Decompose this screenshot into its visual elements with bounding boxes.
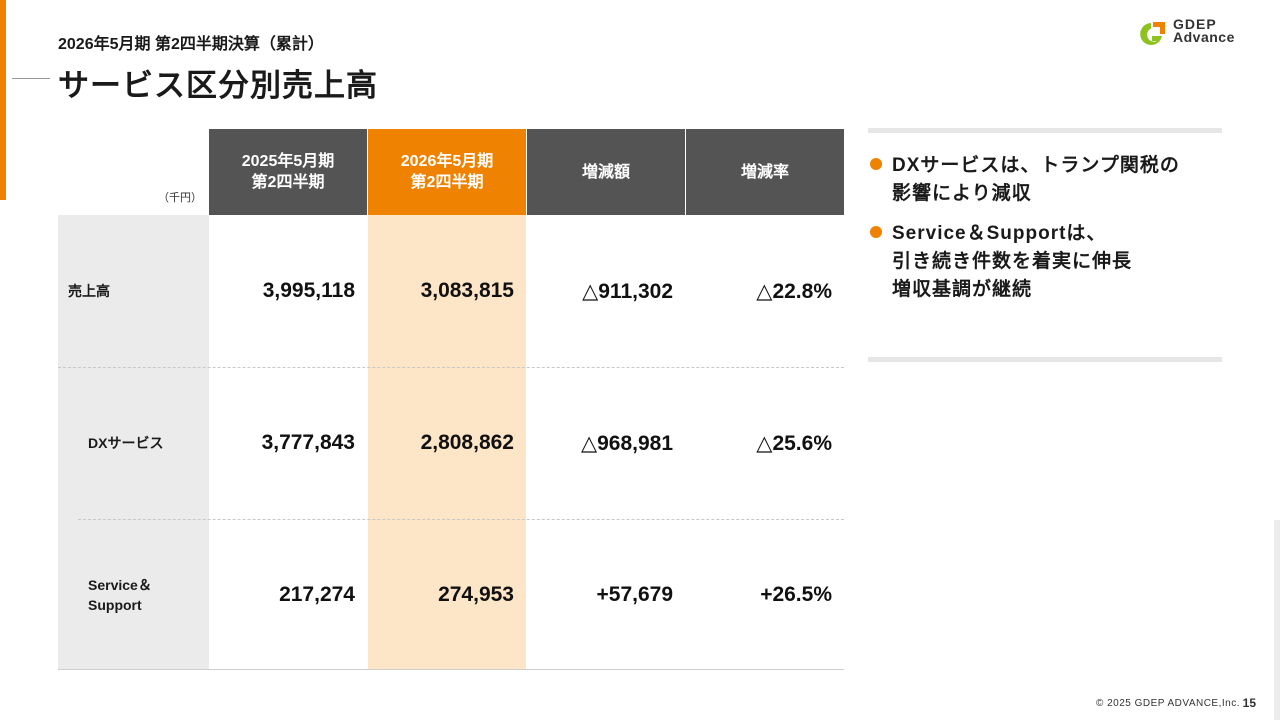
bullet-line: 増収基調が継続 xyxy=(892,279,1033,300)
column-header-line2: 第2四半期 xyxy=(251,174,325,191)
logo-mark-icon xyxy=(1140,22,1165,45)
row-label-line2: Support xyxy=(88,597,142,613)
bullet-item: DXサービスは、トランプ関税の 影響により減収 xyxy=(870,152,1180,208)
label-column xyxy=(58,215,209,670)
bullet-text: DXサービスは、トランプ関税の 影響により減収 xyxy=(892,152,1180,208)
table-cell: 217,274 xyxy=(279,583,355,606)
left-accent-bar xyxy=(0,0,6,200)
column-header-line1: 2025年5月期 xyxy=(241,153,335,170)
company-logo: GDEP Advance xyxy=(1136,16,1260,48)
column-header-line1: 2026年5月期 xyxy=(400,153,494,170)
table-cell: 3,777,843 xyxy=(261,431,355,454)
row-divider xyxy=(58,367,844,368)
table-cell: 2,808,862 xyxy=(420,431,514,454)
column-header-current: 2026年5月期 第2四半期 xyxy=(368,129,526,215)
panel-bottom-line xyxy=(868,357,1222,362)
row-label-line1: Service＆ xyxy=(88,577,152,593)
logo-line1: GDEP xyxy=(1173,16,1217,32)
bullet-item: Service＆Supportは、 引き続き件数を着実に伸長 増収基調が継続 xyxy=(870,220,1132,304)
panel-top-line xyxy=(868,128,1222,133)
row-label-dx-service: DXサービス xyxy=(88,435,164,451)
title-rule xyxy=(12,78,50,79)
right-edge-shade xyxy=(1274,520,1280,720)
bullet-dot-icon xyxy=(870,226,882,238)
page-number: 15 xyxy=(1242,696,1256,710)
logo-line2: Advance xyxy=(1173,29,1235,45)
unit-label: （千円） xyxy=(158,192,202,204)
bullet-line: 影響により減収 xyxy=(892,183,1032,204)
column-header-line2: 第2四半期 xyxy=(410,174,484,191)
table-cell: +26.5% xyxy=(760,583,832,606)
bullet-dot-icon xyxy=(870,158,882,170)
column-header-change-rate: 増減率 xyxy=(686,129,844,215)
highlight-column xyxy=(368,215,526,670)
logo-text: GDEP Advance xyxy=(1173,16,1235,45)
bullet-line: DXサービスは、トランプ関税の xyxy=(892,155,1180,176)
page-subtitle: 2026年5月期 第2四半期決算（累計） xyxy=(58,36,324,53)
column-header-prev: 2025年5月期 第2四半期 xyxy=(209,129,367,215)
row-label-service-support: Service＆ Support xyxy=(88,519,209,671)
bullet-line: 引き続き件数を着実に伸長 xyxy=(892,251,1133,272)
table-cell: △25.6% xyxy=(756,431,832,455)
bullet-text: Service＆Supportは、 引き続き件数を着実に伸長 増収基調が継続 xyxy=(892,220,1132,304)
column-header-change-amount: 増減額 xyxy=(527,129,685,215)
sales-table: （千円） 2025年5月期 第2四半期 2026年5月期 第2四半期 増減額 増減率… xyxy=(58,129,844,670)
table-cell: △968,981 xyxy=(580,431,673,455)
row-label-total: 売上高 xyxy=(68,283,110,299)
column-header-line1: 増減額 xyxy=(581,163,630,181)
table-cell: 274,953 xyxy=(438,583,514,606)
column-header-line1: 増減率 xyxy=(740,163,789,181)
table-bottom-line xyxy=(58,669,844,670)
table-cell: 3,995,118 xyxy=(262,279,355,302)
copyright: © 2025 GDEP ADVANCE,Inc. xyxy=(1095,698,1240,709)
table-cell: △911,302 xyxy=(582,279,673,303)
table-cell: 3,083,815 xyxy=(420,279,514,302)
table-cell: △22.8% xyxy=(756,279,832,303)
table-cell: +57,679 xyxy=(596,583,674,606)
page-title: サービス区分別売上高 xyxy=(58,68,378,103)
bullet-line: Service＆Supportは、 xyxy=(892,223,1107,244)
row-divider xyxy=(78,519,844,520)
